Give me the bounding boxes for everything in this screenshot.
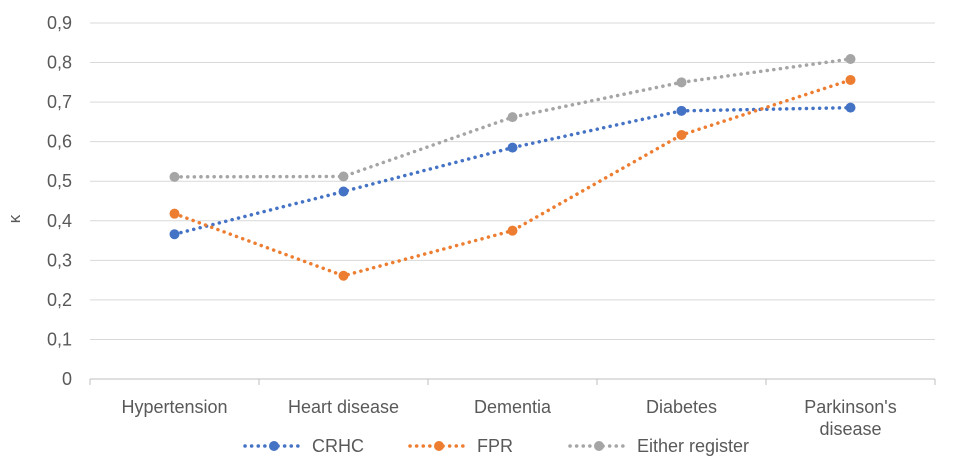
data-point — [676, 129, 687, 140]
legend-item: FPR — [408, 436, 513, 456]
data-point — [845, 102, 856, 113]
x-tick-label: Parkinson's disease — [804, 397, 896, 439]
y-axis-ticks: 0 0,1 0,2 0,3 0,4 0,5 0,6 0,7 0,8 0,9 — [47, 13, 72, 389]
legend-item: Either register — [568, 436, 749, 456]
series-either-register — [169, 53, 856, 182]
x-tick-label: Hypertension — [121, 397, 227, 417]
data-point — [169, 208, 180, 219]
data-point — [169, 229, 180, 240]
x-axis-ticks: Hypertension Heart disease Dementia Diabete… — [89, 379, 936, 439]
y-tick-label: 0,2 — [47, 290, 72, 310]
series-fpr — [169, 74, 856, 281]
y-tick-label: 0 — [62, 369, 72, 389]
data-point — [507, 112, 518, 123]
data-point — [676, 77, 687, 88]
legend-label: CRHC — [312, 436, 364, 456]
y-tick-label: 0,3 — [47, 250, 72, 270]
series-line — [172, 78, 853, 278]
legend-item: CRHC — [243, 436, 364, 456]
data-point — [845, 53, 856, 64]
y-tick-label: 0,7 — [47, 92, 72, 112]
y-tick-label: 0,6 — [47, 132, 72, 152]
y-tick-label: 0,5 — [47, 171, 72, 191]
y-tick-label: 0,1 — [47, 329, 72, 349]
data-point — [507, 142, 518, 153]
data-point — [169, 171, 180, 182]
legend-marker — [269, 441, 279, 451]
series-group — [169, 53, 856, 281]
data-point — [676, 105, 687, 116]
x-tick-label: Heart disease — [288, 397, 399, 417]
y-tick-label: 0,8 — [47, 53, 72, 73]
legend-marker — [594, 441, 604, 451]
series-crhc — [169, 102, 856, 240]
gridlines — [90, 22, 935, 340]
data-point — [845, 74, 856, 85]
data-point — [338, 270, 349, 281]
y-axis-title: κ — [5, 214, 24, 223]
legend-marker — [434, 441, 444, 451]
y-tick-label: 0,4 — [47, 211, 72, 231]
legend-label: FPR — [477, 436, 513, 456]
y-tick-label: 0,9 — [47, 13, 72, 33]
series-line — [172, 105, 853, 236]
data-point — [507, 225, 518, 236]
x-tick-label: Diabetes — [646, 397, 717, 417]
legend: CRHC FPR Either register — [243, 436, 749, 456]
x-tick-label: Dementia — [474, 397, 552, 417]
data-point — [338, 171, 349, 182]
data-point — [338, 186, 349, 197]
legend-label: Either register — [637, 436, 749, 456]
